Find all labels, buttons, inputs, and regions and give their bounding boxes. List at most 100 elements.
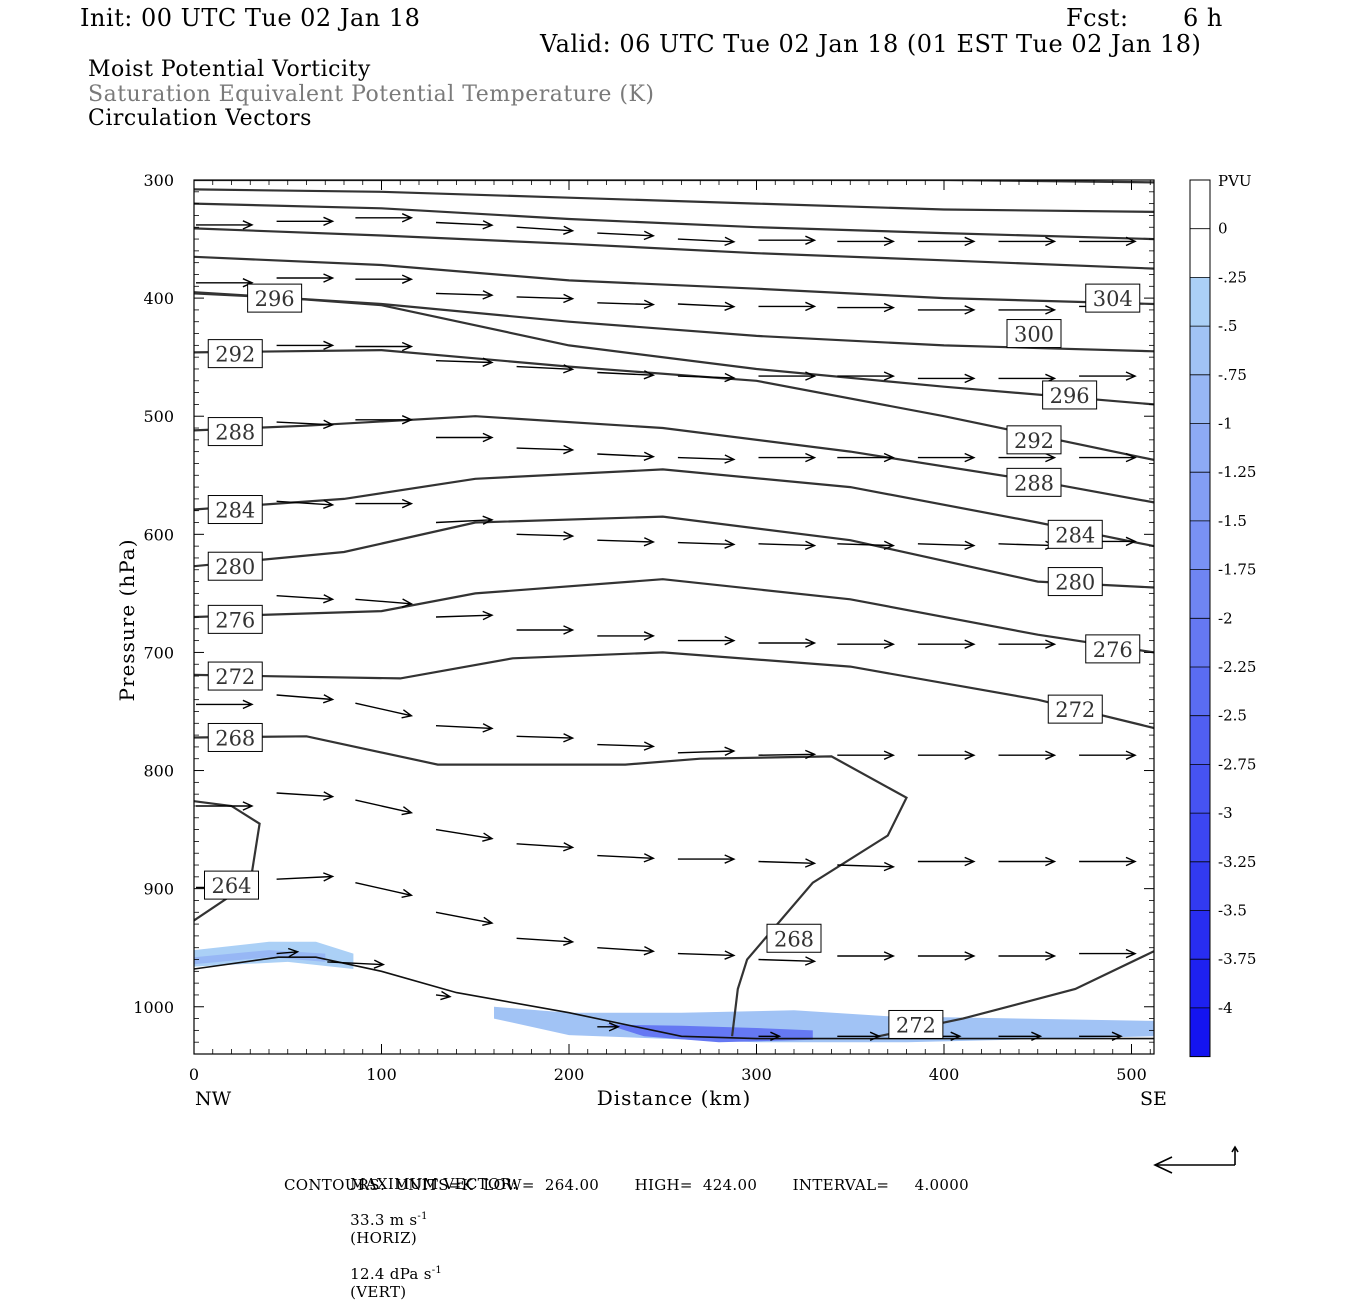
vector-arrow — [435, 290, 494, 300]
vector-arrow — [355, 882, 414, 898]
contour-label: 284 — [215, 499, 255, 523]
vector-arrow — [276, 499, 335, 509]
colorbar-label: -3.25 — [1218, 853, 1256, 871]
vector-arrow — [998, 540, 1057, 551]
colorbar-label: -1.75 — [1218, 561, 1256, 579]
vector-arrow — [597, 230, 656, 241]
contour-label-box — [1047, 694, 1103, 724]
y-tick-label: 700 — [143, 643, 174, 662]
vector-arrow — [837, 236, 896, 247]
vector-arrow — [276, 947, 300, 958]
vector-arrow — [435, 990, 452, 1001]
contour-label: 276 — [215, 608, 255, 632]
vector-arrow — [516, 842, 575, 852]
contour-label-box — [1006, 319, 1062, 349]
vector-arrow — [917, 856, 976, 867]
vector-arrow — [597, 299, 656, 310]
vector-arrow — [516, 733, 575, 743]
plot-frame — [193, 179, 1155, 1055]
contour-264 — [194, 800, 261, 922]
pv-east-dark — [606, 1024, 813, 1043]
vector-arrow — [516, 936, 575, 946]
colorbar-bin — [1190, 472, 1210, 521]
contour-label: 300 — [1014, 323, 1054, 347]
contour-label-box — [207, 417, 263, 447]
contour-284 — [194, 468, 1154, 548]
colorbar-label: -2 — [1218, 609, 1233, 627]
colorbar-bin — [1190, 277, 1210, 327]
contour-label-box — [1047, 567, 1103, 597]
vector-arrow — [436, 432, 494, 443]
vector-arrow — [837, 951, 896, 961]
vector-arrow — [837, 302, 896, 313]
contour-308 — [194, 227, 1154, 270]
contour-label-box — [1006, 467, 1062, 497]
contour-280 — [194, 515, 1154, 589]
vector-arrow — [998, 1031, 1043, 1042]
terrain-line — [194, 956, 1154, 1040]
y-tick-label: 400 — [143, 289, 174, 308]
contour-label-box — [204, 870, 259, 900]
x-endpoint-left: NW — [195, 1088, 232, 1110]
max-vert-unit: (VERT) — [350, 1283, 407, 1301]
vector-arrow — [355, 341, 414, 352]
contour-label: 296 — [255, 287, 295, 311]
x-tick-label: 200 — [554, 1065, 585, 1084]
contour-label: 264 — [211, 874, 251, 898]
contour-268 — [194, 735, 908, 1037]
vector-arrow — [758, 540, 817, 551]
colorbar-bin — [1190, 423, 1210, 473]
colorbar-label: -3 — [1218, 804, 1233, 822]
colorbar-bin — [1190, 520, 1210, 570]
colorbar-unit: PVU — [1218, 172, 1252, 190]
vector-arrow — [758, 235, 817, 245]
vector-arrow — [758, 956, 817, 966]
y-tick-label: 800 — [143, 762, 174, 781]
vector-arrow — [276, 594, 335, 604]
vector-arrow — [1079, 1031, 1123, 1042]
pv-shading — [194, 941, 1154, 1043]
vector-arrow — [758, 371, 817, 381]
vector-arrow — [355, 274, 414, 284]
colorbar-bin — [1190, 910, 1210, 960]
y-tick-label: 900 — [143, 880, 174, 899]
contour-label: 272 — [215, 665, 255, 689]
colorbar-bin — [1190, 667, 1210, 716]
vector-arrow — [435, 515, 494, 525]
colorbar-label: -.75 — [1218, 366, 1247, 384]
vector-arrow — [196, 220, 254, 230]
x-endpoint-right: SE — [1140, 1088, 1167, 1110]
vector-arrow — [677, 301, 736, 311]
contour-276 — [194, 578, 1154, 654]
vector-arrow — [677, 236, 736, 247]
contour-label: 280 — [215, 555, 255, 579]
vector-arrow — [435, 610, 494, 621]
vector-arrow — [597, 370, 656, 380]
contour-label: 288 — [215, 421, 255, 445]
vector-arrow — [677, 454, 736, 464]
vector-arrow — [597, 451, 656, 461]
vector-arrow — [597, 537, 656, 547]
forecast-hour: 6 h — [1183, 4, 1223, 32]
contour-label-box — [1042, 380, 1098, 410]
vector-arrow — [435, 357, 494, 367]
vector-arrow — [998, 856, 1057, 867]
y-axis-title: Pressure (hPa) — [115, 539, 139, 702]
vector-arrow — [435, 828, 494, 842]
contour-label-box — [207, 661, 263, 691]
contour-label: 304 — [1093, 287, 1133, 311]
colorbar-bin — [1190, 861, 1210, 911]
colorbar-bin — [1190, 374, 1210, 424]
vector-arrow — [758, 638, 817, 648]
contour-label-box — [1047, 519, 1103, 549]
init-time: Init: 00 UTC Tue 02 Jan 18 — [80, 4, 421, 32]
vector-arrow — [917, 236, 976, 247]
vector-arrow — [758, 452, 817, 463]
max-horiz-unit: (HORIZ) — [350, 1229, 417, 1247]
contour-label-box — [207, 495, 263, 525]
vector-arrow — [917, 951, 976, 961]
x-tick-label: 500 — [1116, 1065, 1147, 1084]
vector-arrow — [917, 750, 976, 760]
vector-arrow — [516, 225, 575, 235]
vector-arrow — [516, 625, 575, 635]
